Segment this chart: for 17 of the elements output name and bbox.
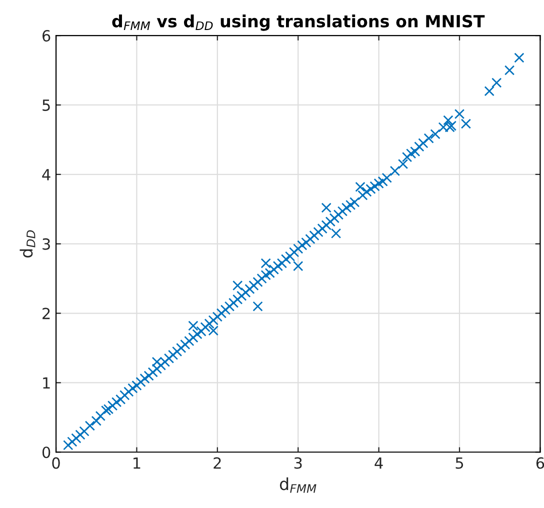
y-tick-label: 1 [43,377,50,388]
chart-title: d$_{FMM}$ vs d$_{DD}$ using translations on MNIST [112,14,485,31]
y-tick-label: 5 [42,100,50,112]
x-tick-label: 3 [294,457,302,469]
y-tick-label: 2 [42,308,50,320]
y-axis-title: d$_{DD}$ [20,230,36,258]
x-axis-title: d$_{FMM}$ [280,477,316,493]
x-tick-label: 4 [374,457,383,469]
x-tick-label: 1 [134,457,140,469]
y-tick-label: 3 [42,238,50,250]
x-tick-label: 0 [52,457,60,469]
y-tick-label: 6 [42,30,50,42]
y-tick-label: 0 [42,446,50,458]
x-tick-label: 2 [214,457,221,469]
x-tick-label: 5 [456,457,464,469]
y-tick-label: 4 [42,169,50,180]
x-tick-label: 6 [536,457,544,469]
